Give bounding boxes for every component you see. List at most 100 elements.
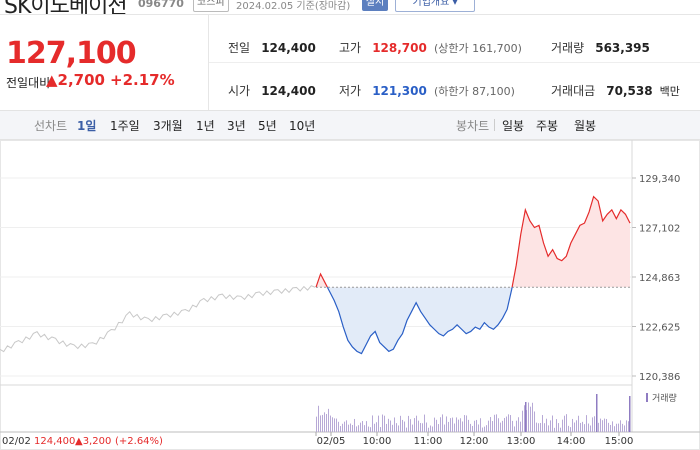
- period-10y[interactable]: 10년: [289, 119, 316, 133]
- period-1d[interactable]: 1일: [77, 119, 97, 133]
- volume-bar: [614, 426, 615, 432]
- y-tick-label: 129,340: [639, 174, 680, 185]
- volume-bar: [600, 418, 601, 432]
- volume-bar: [456, 417, 457, 432]
- volume-bar: [316, 416, 317, 432]
- period-3m[interactable]: 3개월: [153, 119, 183, 133]
- volume-bar: [384, 415, 385, 432]
- volume-bar: [368, 426, 369, 432]
- x-tick-label: 10:00: [363, 436, 392, 447]
- volume-bar: [390, 420, 391, 432]
- volume-bar: [566, 414, 567, 432]
- volume-bar: [616, 423, 617, 432]
- prev-day-change: ▲3,200: [75, 436, 111, 447]
- volume-bar: [474, 420, 475, 432]
- volume-bar: [340, 426, 341, 432]
- volume-bar: [348, 424, 349, 432]
- volume-bar: [396, 423, 397, 432]
- volume-bar: [360, 422, 361, 432]
- volume-bar: [514, 426, 515, 432]
- volume-bar: [466, 415, 467, 432]
- volume-bar: [410, 419, 411, 432]
- volume-legend-label: 거래량: [652, 392, 677, 404]
- volume-bar: [392, 424, 393, 432]
- volume-bar: [578, 415, 579, 432]
- volume-bar: [486, 425, 487, 432]
- volume-bar: [480, 418, 481, 432]
- volume-bar: [442, 414, 443, 432]
- volume-bar: [472, 425, 473, 432]
- volume-bar: [400, 415, 401, 432]
- volume-bar: [518, 417, 519, 432]
- prev-day-line: [0, 285, 316, 353]
- volume-bar: [352, 424, 353, 432]
- period-1w[interactable]: 1주일: [110, 119, 140, 133]
- volume-bar: [460, 418, 461, 432]
- period-1y[interactable]: 1년: [196, 119, 215, 133]
- stat-prev-close: 전일 124,400: [228, 37, 316, 56]
- volume-bar: [398, 425, 399, 432]
- realtime-button[interactable]: 실시간: [362, 0, 388, 11]
- volume-bar: [498, 418, 499, 432]
- volume-bar: [406, 427, 407, 432]
- volume-bar: [354, 418, 355, 432]
- volume-bar: [516, 420, 517, 432]
- candle-monthly[interactable]: 월봉: [574, 119, 597, 133]
- stock-name: SK이노베이션: [4, 0, 128, 14]
- volume-bar: [506, 416, 507, 432]
- volume-bar: [604, 418, 605, 432]
- volume-bar: [610, 424, 611, 432]
- date-text: 2024.02.05 기준(장마감): [236, 1, 351, 12]
- period-5y[interactable]: 5년: [258, 119, 277, 133]
- volume-bar: [372, 415, 373, 432]
- volume-bar: [629, 396, 631, 432]
- stats-divider: [209, 62, 700, 63]
- volume-bar: [326, 414, 327, 432]
- stat-value: 121,300: [372, 84, 427, 98]
- volume-bar: [408, 415, 409, 432]
- stat-label: 거래대금: [551, 84, 596, 98]
- volume-bar: [494, 414, 495, 432]
- candle-daily[interactable]: 일봉: [502, 119, 525, 133]
- volume-bar: [608, 422, 609, 432]
- stat-value: 124,400: [261, 84, 316, 98]
- volume-bar: [426, 422, 427, 432]
- volume-bar: [584, 424, 585, 432]
- volume-bar: [458, 419, 459, 432]
- volume-bar: [556, 419, 557, 432]
- volume-bar: [432, 426, 433, 432]
- volume-bar: [438, 424, 439, 432]
- company-info-dropdown[interactable]: 기업개요 ▾: [395, 0, 475, 12]
- volume-bar: [626, 420, 627, 432]
- x-tick-label: 02/05: [317, 436, 346, 447]
- area-above-baseline: [316, 196, 630, 288]
- volume-bar: [524, 405, 525, 432]
- volume-bar: [362, 421, 363, 432]
- chart-lines: [0, 195, 631, 355]
- volume-bar: [428, 427, 429, 432]
- volume-bar: [534, 411, 535, 432]
- volume-bar: [366, 421, 367, 432]
- volume-bar: [618, 423, 619, 432]
- volume-bar: [440, 417, 441, 432]
- unit-label: 백만: [659, 85, 680, 98]
- volume-bar: [580, 422, 581, 432]
- candle-weekly[interactable]: 주봉: [536, 119, 559, 133]
- price-line-up: [315, 195, 631, 288]
- change-amount: ▲2,700: [46, 71, 105, 89]
- volume-bar: [468, 419, 469, 432]
- stat-label: 저가: [339, 84, 362, 98]
- volume-bar: [574, 422, 575, 432]
- stat-open: 시가 124,400: [228, 80, 316, 99]
- change-percent: +2.17%: [110, 71, 175, 89]
- stat-label: 고가: [339, 41, 362, 55]
- volume-bar: [588, 423, 589, 432]
- volume-bar: [412, 424, 413, 432]
- x-tick-label: 11:00: [414, 436, 443, 447]
- volume-bar: [324, 412, 325, 432]
- period-3y[interactable]: 3년: [227, 119, 246, 133]
- change-label: 전일대비: [6, 76, 51, 90]
- area-below-baseline: [327, 287, 513, 354]
- volume-bar: [522, 410, 523, 432]
